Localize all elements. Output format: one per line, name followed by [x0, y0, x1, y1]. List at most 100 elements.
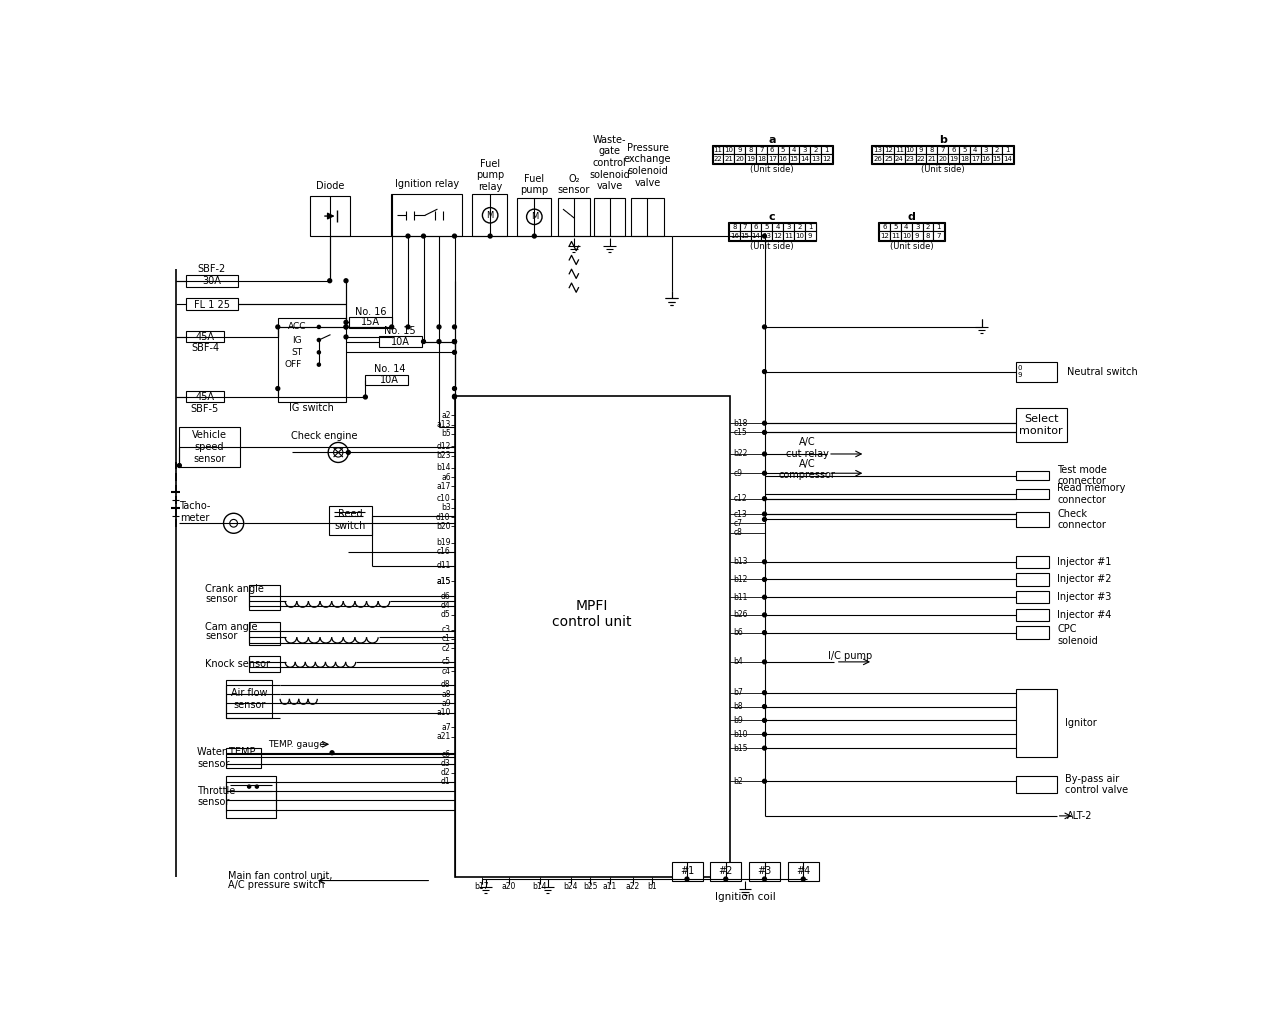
Text: 1: 1 [824, 147, 828, 154]
Circle shape [763, 497, 767, 501]
Bar [820, 155, 832, 163]
Circle shape [436, 340, 440, 343]
Text: 18: 18 [756, 156, 765, 162]
Text: a8: a8 [442, 690, 451, 698]
Text: 3: 3 [786, 224, 791, 230]
Bar [805, 231, 815, 240]
Text: 1: 1 [1006, 147, 1010, 154]
Text: 9: 9 [919, 147, 923, 154]
Bar [750, 223, 762, 231]
Bar [390, 194, 462, 237]
Text: 45A: 45A [196, 392, 215, 402]
Text: c4: c4 [442, 667, 451, 676]
Circle shape [453, 234, 457, 238]
Bar [756, 155, 767, 163]
Bar [186, 331, 224, 342]
Text: IG: IG [292, 336, 302, 344]
Text: (Unit side): (Unit side) [750, 165, 794, 174]
Bar [767, 146, 778, 155]
Bar [948, 155, 959, 163]
Text: No. 15: No. 15 [384, 326, 416, 336]
Bar [756, 146, 767, 155]
Text: 21: 21 [928, 156, 937, 162]
Bar [970, 155, 980, 163]
Text: 3: 3 [915, 224, 919, 230]
Text: SBF-4: SBF-4 [191, 343, 219, 353]
Text: 4: 4 [776, 224, 780, 230]
Circle shape [763, 325, 767, 329]
Bar [883, 146, 893, 155]
Bar [959, 155, 970, 163]
Text: 4: 4 [904, 224, 909, 230]
Bar [805, 223, 815, 231]
Text: ACC: ACC [288, 323, 306, 332]
Bar [710, 862, 741, 882]
Bar [250, 585, 280, 609]
Text: 19: 19 [746, 156, 755, 162]
Text: a9: a9 [442, 699, 451, 708]
Text: c7: c7 [733, 519, 742, 527]
Circle shape [763, 517, 767, 521]
Bar [948, 146, 959, 155]
Text: 15: 15 [790, 156, 799, 162]
Circle shape [453, 340, 457, 343]
Text: #2: #2 [718, 866, 733, 877]
Text: 18: 18 [960, 156, 969, 162]
Bar [1002, 155, 1014, 163]
Text: d8: d8 [442, 681, 451, 689]
Text: 15: 15 [741, 232, 750, 239]
Text: 20: 20 [938, 156, 947, 162]
Text: I/C pump: I/C pump [828, 651, 872, 662]
Text: 22: 22 [916, 156, 925, 162]
Text: 9: 9 [808, 232, 813, 239]
Text: 2: 2 [814, 147, 818, 154]
Text: b17: b17 [475, 883, 489, 891]
Bar [788, 146, 800, 155]
Text: c5: c5 [442, 657, 451, 667]
Text: c13: c13 [733, 510, 748, 518]
Text: 3: 3 [803, 147, 808, 154]
Bar [750, 231, 762, 240]
Text: c15: c15 [733, 428, 748, 437]
Circle shape [763, 430, 767, 434]
Text: c1: c1 [442, 634, 451, 643]
Text: 25: 25 [884, 156, 893, 162]
Bar [1016, 408, 1066, 442]
Circle shape [763, 691, 767, 694]
Text: 5: 5 [893, 224, 897, 230]
Text: 14: 14 [1004, 156, 1012, 162]
Text: b4: b4 [733, 657, 744, 667]
Text: 12: 12 [881, 232, 890, 239]
Bar [1016, 627, 1048, 639]
Bar [890, 231, 901, 240]
Circle shape [763, 370, 767, 374]
Bar [927, 146, 937, 155]
Text: Ignition coil: Ignition coil [714, 892, 776, 902]
Circle shape [406, 325, 410, 329]
Circle shape [453, 325, 457, 329]
Text: b24: b24 [563, 883, 579, 891]
Text: 2: 2 [797, 224, 801, 230]
Bar [749, 862, 780, 882]
Bar [901, 231, 911, 240]
Circle shape [344, 335, 348, 339]
Text: 10: 10 [724, 147, 733, 154]
Bar [992, 155, 1002, 163]
Text: 4: 4 [973, 147, 978, 154]
Text: d6: d6 [440, 592, 451, 601]
Text: 7: 7 [759, 147, 764, 154]
Text: b22: b22 [733, 450, 748, 459]
Text: 22: 22 [714, 156, 722, 162]
Bar [820, 146, 832, 155]
Text: c6: c6 [442, 750, 451, 759]
Bar [454, 396, 730, 878]
Text: Ignitor: Ignitor [1065, 718, 1097, 728]
Bar [879, 223, 890, 231]
Text: Cam angle: Cam angle [205, 623, 257, 632]
Bar [872, 146, 883, 155]
Circle shape [801, 878, 805, 881]
Text: 16: 16 [778, 156, 787, 162]
Text: Pressure
exchange
solenoid
valve: Pressure exchange solenoid valve [623, 142, 671, 187]
Text: b6: b6 [733, 628, 744, 637]
Text: a20: a20 [502, 883, 516, 891]
